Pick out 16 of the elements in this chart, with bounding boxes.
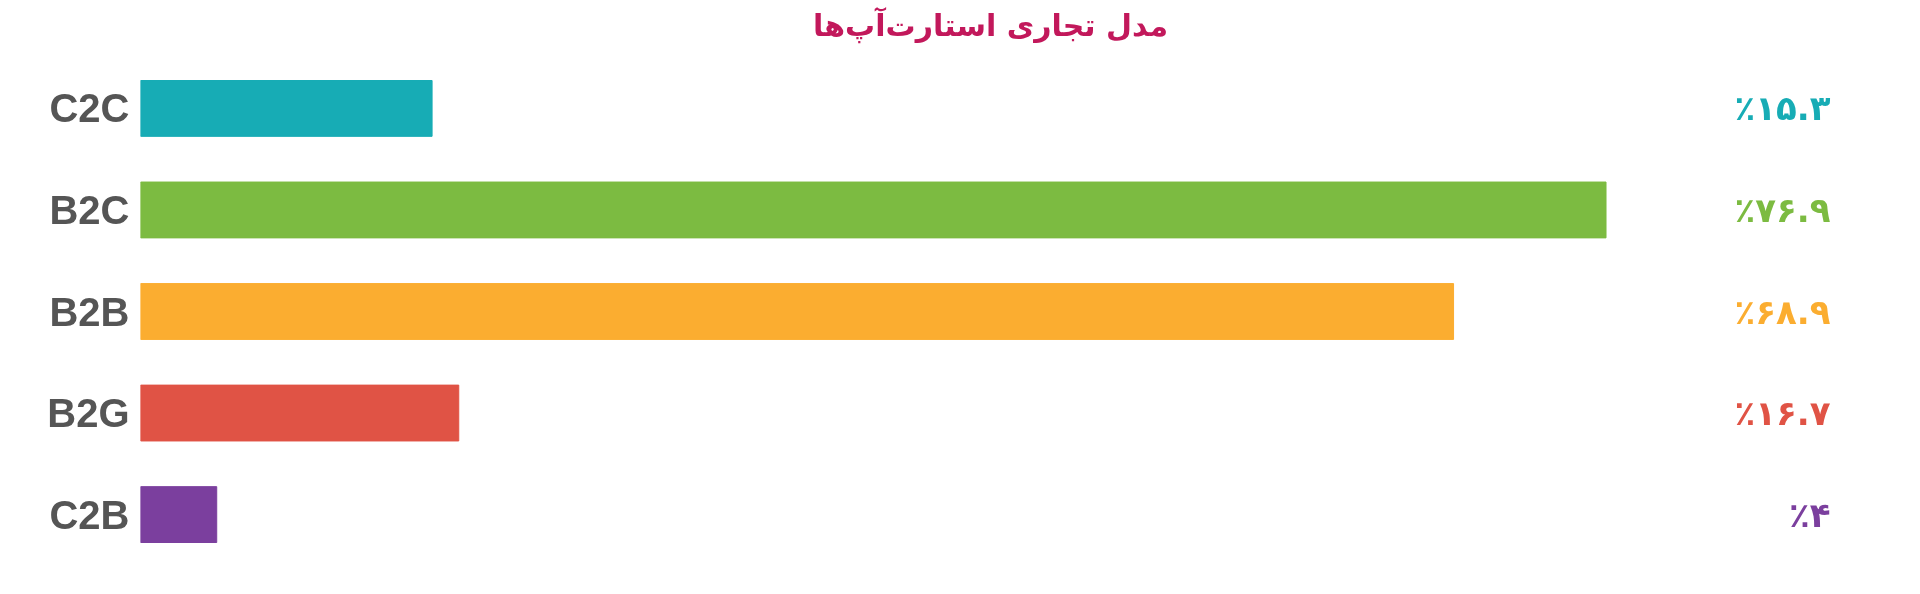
bar bbox=[140, 486, 218, 543]
bar bbox=[140, 181, 1607, 239]
data-label: ٪۱۶.۷ bbox=[1734, 393, 1831, 434]
data-label: ٪۴ bbox=[1789, 494, 1831, 535]
y-tick-label: B2B bbox=[49, 289, 130, 334]
y-tick-label: B2C bbox=[49, 187, 130, 232]
y-tick-label: B2G bbox=[47, 391, 130, 436]
bar bbox=[140, 384, 460, 442]
data-label: ٪۱۵.۳ bbox=[1734, 88, 1831, 129]
y-tick-label: C2C bbox=[49, 86, 130, 131]
data-label: ٪۷۶.۹ bbox=[1734, 189, 1831, 230]
data-label: ٪۶۸.۹ bbox=[1734, 291, 1831, 332]
bar bbox=[140, 80, 433, 137]
y-tick-label: C2B bbox=[49, 492, 130, 537]
chart-title: مدل تجاری استارت‌آپ‌ها bbox=[813, 6, 1168, 44]
bar bbox=[140, 283, 1455, 340]
